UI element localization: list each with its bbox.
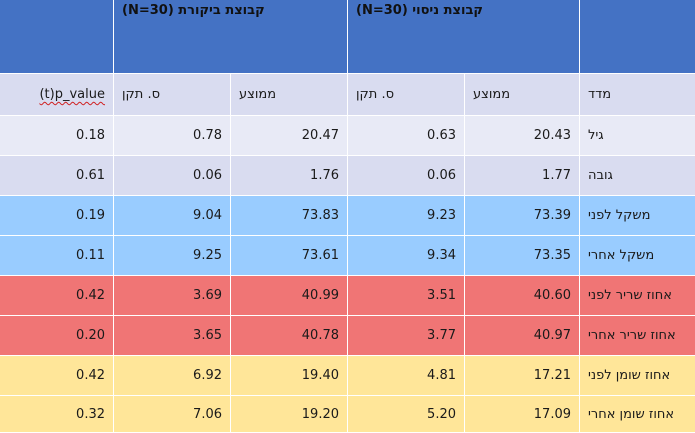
pvalue-cell: 0.20 (0, 316, 114, 356)
experiment-mean-column-header: ממוצע (465, 74, 580, 116)
control-sd-cell: 7.06 (114, 396, 231, 433)
control-sd-cell: 0.06 (114, 156, 231, 196)
experiment-sd-cell: 3.51 (348, 276, 465, 316)
experiment-sd-cell: 4.81 (348, 356, 465, 396)
control-mean-cell: 73.61 (231, 236, 348, 276)
experiment-sd-cell: 3.77 (348, 316, 465, 356)
measure-cell: אחוז שומן אחרי (580, 396, 695, 433)
experiment-sd-column-header: ס. תקן (348, 74, 465, 116)
table-row: 0.42 6.92 19.40 4.81 17.21 אחוז שומן לפנ… (0, 356, 695, 396)
measure-cell: משקל לפני (580, 196, 695, 236)
control-sd-cell: 3.65 (114, 316, 231, 356)
control-mean-cell: 1.76 (231, 156, 348, 196)
table-row: 0.61 0.06 1.76 0.06 1.77 גובה (0, 156, 695, 196)
pvalue-cell: 0.19 (0, 196, 114, 236)
measure-cell: גובה (580, 156, 695, 196)
experiment-sd-cell: 9.34 (348, 236, 465, 276)
experiment-group-header: קבוצת ניסוי (N=30) (348, 0, 580, 74)
experiment-sd-cell: 0.63 (348, 116, 465, 156)
control-mean-cell: 20.47 (231, 116, 348, 156)
control-group-header: קבוצת ביקורת (N=30) (114, 0, 348, 74)
experiment-mean-cell: 17.09 (465, 396, 580, 433)
pvalue-cell: 0.18 (0, 116, 114, 156)
control-sd-cell: 6.92 (114, 356, 231, 396)
measure-cell: אחוז שריר אחרי (580, 316, 695, 356)
group-header-row: קבוצת ביקורת (N=30) קבוצת ניסוי (N=30) (0, 0, 695, 74)
table-row: 0.42 3.69 40.99 3.51 40.60 אחוז שריר לפנ… (0, 276, 695, 316)
table-row: 0.32 7.06 19.20 5.20 17.09 אחוז שומן אחר… (0, 396, 695, 433)
pvalue-column-header: (t)p_value (0, 74, 114, 116)
table-row: 0.11 9.25 73.61 9.34 73.35 משקל אחרי (0, 236, 695, 276)
pvalue-header-text: (t)p_value (39, 87, 105, 102)
header-blank-measure (580, 0, 695, 74)
experiment-sd-cell: 0.06 (348, 156, 465, 196)
pvalue-cell: 0.32 (0, 396, 114, 433)
control-mean-cell: 73.83 (231, 196, 348, 236)
control-sd-cell: 9.04 (114, 196, 231, 236)
control-sd-cell: 3.69 (114, 276, 231, 316)
experiment-mean-cell: 73.39 (465, 196, 580, 236)
control-mean-column-header: ממוצע (231, 74, 348, 116)
experiment-sd-cell: 9.23 (348, 196, 465, 236)
experiment-mean-cell: 20.43 (465, 116, 580, 156)
experiment-mean-cell: 40.60 (465, 276, 580, 316)
experiment-mean-cell: 40.97 (465, 316, 580, 356)
table-row: 0.20 3.65 40.78 3.77 40.97 אחוז שריר אחר… (0, 316, 695, 356)
control-mean-cell: 19.40 (231, 356, 348, 396)
control-mean-cell: 19.20 (231, 396, 348, 433)
control-sd-column-header: ס. תקן (114, 74, 231, 116)
control-sd-cell: 9.25 (114, 236, 231, 276)
experiment-mean-cell: 73.35 (465, 236, 580, 276)
measure-cell: אחוז שומן לפני (580, 356, 695, 396)
table-row: 0.18 0.78 20.47 0.63 20.43 גיל (0, 116, 695, 156)
measure-cell: משקל אחרי (580, 236, 695, 276)
column-header-row: (t)p_value ס. תקן ממוצע ס. תקן ממוצע מדד (0, 74, 695, 116)
control-sd-cell: 0.78 (114, 116, 231, 156)
experiment-mean-cell: 1.77 (465, 156, 580, 196)
pvalue-cell: 0.42 (0, 356, 114, 396)
pvalue-cell: 0.42 (0, 276, 114, 316)
control-mean-cell: 40.99 (231, 276, 348, 316)
experiment-mean-cell: 17.21 (465, 356, 580, 396)
pvalue-cell: 0.61 (0, 156, 114, 196)
pvalue-cell: 0.11 (0, 236, 114, 276)
table-row: 0.19 9.04 73.83 9.23 73.39 משקל לפני (0, 196, 695, 236)
measure-cell: גיל (580, 116, 695, 156)
measure-column-header: מדד (580, 74, 695, 116)
experiment-sd-cell: 5.20 (348, 396, 465, 433)
control-mean-cell: 40.78 (231, 316, 348, 356)
header-blank-pvalue (0, 0, 114, 74)
measure-cell: אחוז שריר לפני (580, 276, 695, 316)
